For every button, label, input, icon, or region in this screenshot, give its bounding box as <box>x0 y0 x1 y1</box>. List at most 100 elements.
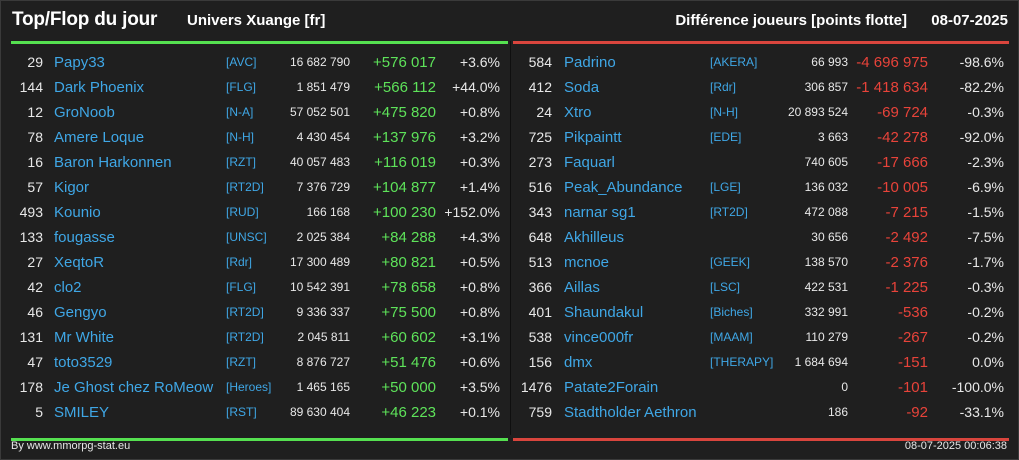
player-name-link[interactable]: Faquarl <box>564 154 615 171</box>
alliance-tag-link[interactable]: [RUD] <box>226 205 259 219</box>
alliance-tag-link[interactable]: [N-H] <box>710 105 738 119</box>
alliance-tag-link[interactable]: [RT2D] <box>226 330 264 344</box>
alliance-tag-link[interactable]: [EDE] <box>710 130 742 144</box>
player-rank: 16 <box>27 154 43 170</box>
alliance-tag-link[interactable]: [FLG] <box>226 80 257 94</box>
alliance-tag-link[interactable]: [Rdr] <box>226 255 253 269</box>
percent-change: -98.6% <box>959 54 1004 70</box>
alliance-tag-link[interactable]: [LSC] <box>710 280 741 294</box>
percent-change: +3.1% <box>459 329 500 345</box>
player-name-link[interactable]: Papy33 <box>54 54 105 71</box>
score-delta: +116 019 <box>374 154 436 171</box>
player-name-link[interactable]: toto3529 <box>54 354 113 371</box>
alliance-tag-link[interactable]: [RT2D] <box>226 180 264 194</box>
player-rank: 27 <box>27 254 43 270</box>
player-rank: 78 <box>27 129 43 145</box>
player-name-link[interactable]: Xtro <box>564 104 592 121</box>
flop-row: 343 narnar sg1 [RT2D] 472 088 -7 215 -1.5% <box>513 200 1009 225</box>
player-rank: 12 <box>27 104 43 120</box>
player-name-link[interactable]: Mr White <box>54 329 114 346</box>
player-name-link[interactable]: Kounio <box>54 204 101 221</box>
flop-row: 516 Peak_Abundance [LGE] 136 032 -10 005 -6.9… <box>513 175 1009 200</box>
metric-label: Différence joueurs [points flotte] <box>675 12 907 29</box>
player-rank: 538 <box>528 329 552 345</box>
flop-row: 759 Stadtholder Aethron 186 -92 -33.1% <box>513 400 1009 425</box>
alliance-tag-link[interactable]: [AKERA] <box>710 55 758 69</box>
player-name-link[interactable]: clo2 <box>54 279 82 296</box>
alliance-tag-link[interactable]: [RT2D] <box>710 205 748 219</box>
alliance-tag-link[interactable]: [RT2D] <box>226 305 264 319</box>
top-row: 12 GroNoob [N-A] 57 052 501 +475 820 +0.8% <box>11 100 508 125</box>
percent-change: -92.0% <box>959 129 1004 145</box>
percent-change: -6.9% <box>967 179 1004 195</box>
flop-row: 584 Padrino [AKERA] 66 993 -4 696 975 -98.6% <box>513 50 1009 75</box>
player-name-link[interactable]: Akhilleus <box>564 229 625 246</box>
percent-change: 0.0% <box>972 354 1004 370</box>
player-name-link[interactable]: fougasse <box>54 229 115 246</box>
player-name-link[interactable]: Baron Harkonnen <box>54 154 172 171</box>
player-name-link[interactable]: GroNoob <box>54 104 115 121</box>
player-name-link[interactable]: Padrino <box>564 54 616 71</box>
player-score: 16 682 790 <box>289 55 350 69</box>
player-score: 110 279 <box>805 330 849 344</box>
player-name-link[interactable]: Stadtholder Aethron <box>564 404 697 421</box>
player-name-link[interactable]: SMILEY <box>54 404 110 421</box>
percent-change: +0.6% <box>459 354 500 370</box>
header-date: 08-07-2025 <box>931 12 1008 29</box>
score-delta: -92 <box>906 404 928 421</box>
alliance-tag-link[interactable]: [GEEK] <box>710 255 751 269</box>
top-row: 133 fougasse [UNSC] 2 025 384 +84 288 +4.3% <box>11 225 508 250</box>
player-rank: 131 <box>19 329 43 345</box>
player-score: 17 300 489 <box>289 255 350 269</box>
player-name-link[interactable]: Amere Loque <box>54 129 145 146</box>
flop-row: 24 Xtro [N-H] 20 893 524 -69 724 -0.3% <box>513 100 1009 125</box>
flop-row: 412 Soda [Rdr] 306 857 -1 418 634 -82.2% <box>513 75 1009 100</box>
player-name-link[interactable]: dmx <box>564 354 593 371</box>
score-delta: +84 288 <box>381 229 436 246</box>
alliance-tag-link[interactable]: [Rdr] <box>710 80 737 94</box>
player-name-link[interactable]: Kigor <box>54 179 90 196</box>
player-name-link[interactable]: Gengyo <box>54 304 107 321</box>
top-row: 131 Mr White [RT2D] 2 045 811 +60 602 +3.1% <box>11 325 508 350</box>
alliance-tag-link[interactable]: [RST] <box>226 405 257 419</box>
player-score: 422 531 <box>804 280 848 294</box>
player-score: 1 851 479 <box>296 80 350 94</box>
top-row: 57 Kigor [RT2D] 7 376 729 +104 877 +1.4% <box>11 175 508 200</box>
alliance-tag-link[interactable]: [RZT] <box>226 155 256 169</box>
player-score: 10 542 391 <box>289 280 350 294</box>
alliance-tag-link[interactable]: [AVC] <box>226 55 257 69</box>
percent-change: -7.5% <box>967 229 1004 245</box>
alliance-tag-link[interactable]: [LGE] <box>710 180 741 194</box>
player-name-link[interactable]: XeqtoR <box>54 254 105 271</box>
player-name-link[interactable]: narnar sg1 <box>564 204 636 221</box>
percent-change: -33.1% <box>959 404 1004 420</box>
alliance-tag-link[interactable]: [Biches] <box>710 305 753 319</box>
top-row: 42 clo2 [FLG] 10 542 391 +78 658 +0.8% <box>11 275 508 300</box>
score-delta: +475 820 <box>373 104 436 121</box>
player-name-link[interactable]: mcnoe <box>564 254 610 271</box>
player-rank: 133 <box>19 229 43 245</box>
alliance-tag-link[interactable]: [THERAPY] <box>710 355 774 369</box>
player-name-link[interactable]: Peak_Abundance <box>564 179 683 196</box>
top-row: 5 SMILEY [RST] 89 630 404 +46 223 +0.1% <box>11 400 508 425</box>
alliance-tag-link[interactable]: [N-A] <box>226 105 254 119</box>
player-name-link[interactable]: Je Ghost chez RoMeow <box>54 379 214 396</box>
score-delta: +50 000 <box>381 379 436 396</box>
player-score: 2 045 811 <box>297 330 351 344</box>
alliance-tag-link[interactable]: [RZT] <box>226 355 256 369</box>
player-name-link[interactable]: Aillas <box>564 279 600 296</box>
player-name-link[interactable]: vince000fr <box>564 329 634 346</box>
alliance-tag-link[interactable]: [UNSC] <box>226 230 267 244</box>
alliance-tag-link[interactable]: [MAAM] <box>710 330 753 344</box>
player-name-link[interactable]: Pikpaintt <box>564 129 622 146</box>
alliance-tag-link[interactable]: [Heroes] <box>226 380 272 394</box>
player-score: 66 993 <box>811 55 848 69</box>
alliance-tag-link[interactable]: [FLG] <box>226 280 257 294</box>
alliance-tag-link[interactable]: [N-H] <box>226 130 254 144</box>
player-name-link[interactable]: Shaundakul <box>564 304 644 321</box>
score-delta: -101 <box>897 379 928 396</box>
player-name-link[interactable]: Patate2Forain <box>564 379 659 396</box>
player-score: 7 376 729 <box>296 180 350 194</box>
player-name-link[interactable]: Dark Phoenix <box>54 79 145 96</box>
player-name-link[interactable]: Soda <box>564 79 600 96</box>
